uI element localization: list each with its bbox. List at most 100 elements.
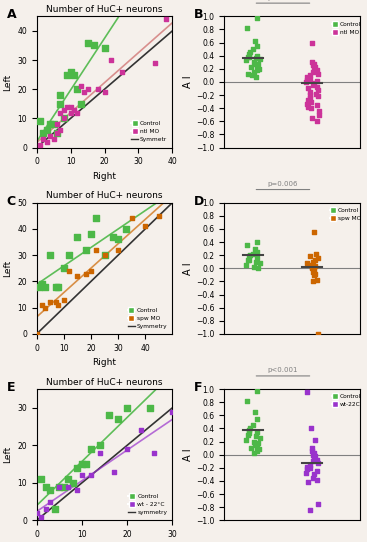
Point xyxy=(254,238,260,247)
Point xyxy=(310,257,316,266)
Point xyxy=(257,445,262,454)
Point xyxy=(84,460,90,468)
Point xyxy=(61,295,67,304)
Point xyxy=(314,66,320,74)
Point xyxy=(307,460,313,469)
Point xyxy=(47,486,53,495)
Point xyxy=(308,506,313,515)
Point xyxy=(102,251,108,260)
Point xyxy=(47,298,53,307)
Point xyxy=(85,38,91,47)
Point xyxy=(246,252,252,261)
Point xyxy=(311,64,317,73)
Point xyxy=(42,304,48,312)
Point xyxy=(309,263,315,272)
Point xyxy=(153,59,159,67)
Point xyxy=(251,449,257,457)
Point xyxy=(257,434,263,443)
Point xyxy=(78,99,84,108)
Point xyxy=(38,475,44,483)
Text: E: E xyxy=(7,381,15,394)
Point xyxy=(53,282,59,291)
Point xyxy=(253,432,259,441)
Point xyxy=(245,256,251,264)
Point xyxy=(247,424,252,433)
Point xyxy=(95,85,101,94)
Point xyxy=(309,447,315,456)
Point xyxy=(305,102,310,111)
Point xyxy=(75,463,80,472)
Point xyxy=(243,56,249,64)
Point xyxy=(309,38,315,47)
Point xyxy=(251,45,257,54)
Point xyxy=(81,88,87,96)
Point xyxy=(314,467,320,475)
Point xyxy=(246,255,252,264)
Point xyxy=(315,70,321,79)
Point xyxy=(43,482,49,491)
Point xyxy=(311,228,317,236)
Legend: Control, ntl MO: Control, ntl MO xyxy=(330,19,364,37)
Point xyxy=(243,261,249,269)
Point xyxy=(75,272,80,281)
Point xyxy=(309,58,315,67)
Point xyxy=(37,140,43,149)
Point xyxy=(85,85,91,94)
Point xyxy=(51,120,57,128)
Point xyxy=(253,53,259,62)
Point xyxy=(251,263,257,272)
Point xyxy=(304,72,310,81)
Point xyxy=(147,403,153,412)
Point xyxy=(102,44,108,53)
Point xyxy=(314,456,320,464)
Point xyxy=(54,120,60,128)
Point xyxy=(255,59,261,68)
Point xyxy=(307,91,313,99)
Point xyxy=(252,441,258,449)
Point xyxy=(124,445,130,454)
Point xyxy=(102,88,108,96)
Point xyxy=(254,14,260,23)
Point xyxy=(51,134,57,143)
Point xyxy=(255,264,261,273)
Point xyxy=(79,460,85,468)
Point xyxy=(38,512,44,521)
Y-axis label: A I: A I xyxy=(183,75,193,88)
Point xyxy=(310,457,316,466)
Legend: Control, spw MO, Symmetry: Control, spw MO, Symmetry xyxy=(126,305,170,331)
Point xyxy=(61,114,67,122)
Point xyxy=(255,438,261,447)
Point xyxy=(244,241,250,250)
Point xyxy=(61,105,67,114)
Point xyxy=(315,92,321,101)
Point xyxy=(252,408,258,416)
Title: Number of HuC+ neurons: Number of HuC+ neurons xyxy=(46,191,163,201)
Point xyxy=(124,403,130,412)
Point xyxy=(254,442,259,451)
Point xyxy=(254,248,260,256)
Point xyxy=(102,251,108,260)
Point xyxy=(58,108,63,117)
Point xyxy=(61,482,67,491)
Text: B: B xyxy=(194,8,204,21)
Point xyxy=(247,48,252,57)
Point xyxy=(54,128,60,137)
Point xyxy=(257,259,263,267)
Point xyxy=(305,96,310,105)
Point xyxy=(66,267,72,275)
Point xyxy=(252,244,258,253)
Point xyxy=(88,267,94,275)
Point xyxy=(68,102,73,111)
Point xyxy=(163,15,168,23)
Point xyxy=(309,444,315,453)
Text: p=0.006: p=0.006 xyxy=(268,181,298,187)
Point xyxy=(138,426,143,435)
Point xyxy=(310,81,316,89)
Text: A: A xyxy=(7,8,17,21)
Point xyxy=(108,56,114,64)
Point xyxy=(251,58,257,67)
Point xyxy=(254,254,260,263)
Point xyxy=(64,102,70,111)
Point xyxy=(314,117,320,126)
Point xyxy=(39,301,45,309)
